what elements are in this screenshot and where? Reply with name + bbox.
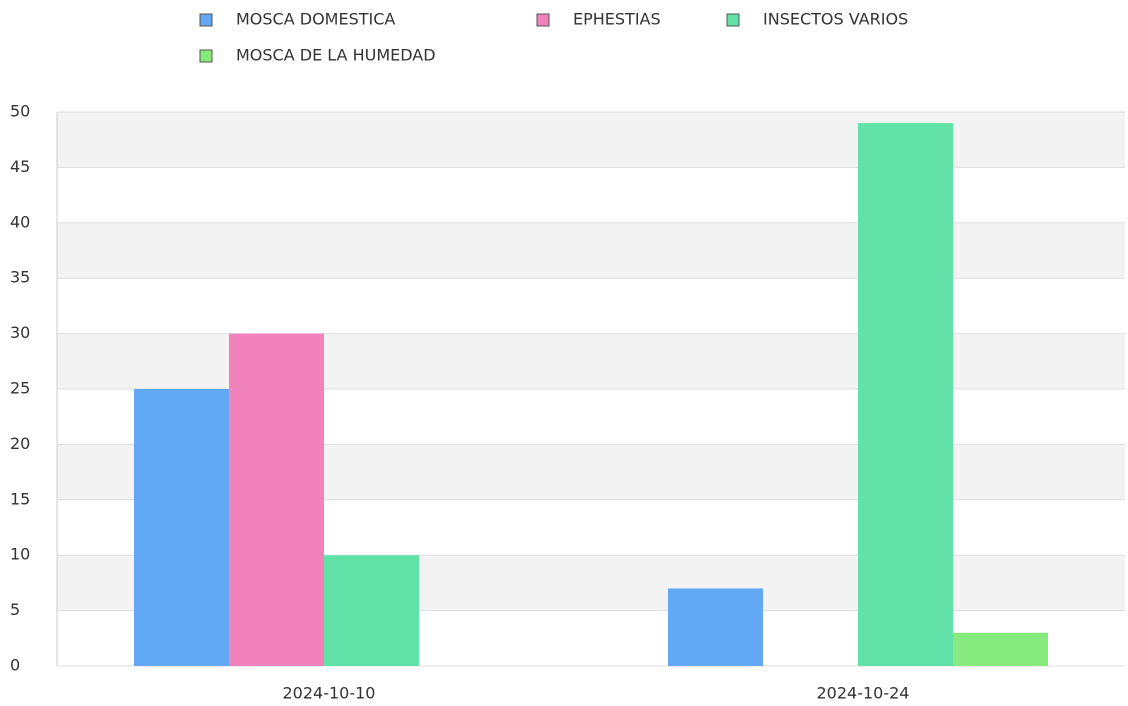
bar	[324, 555, 419, 666]
legend-swatch	[199, 13, 213, 27]
y-tick-label: 20	[10, 434, 30, 453]
legend-swatch	[726, 13, 740, 27]
bar	[134, 389, 229, 666]
bar	[858, 123, 953, 666]
y-tick-label: 25	[10, 379, 30, 398]
y-tick-label: 30	[10, 323, 30, 342]
y-tick-label: 45	[10, 157, 30, 176]
grid-band	[57, 333, 1125, 389]
y-tick-label: 10	[10, 545, 30, 564]
bar	[668, 588, 763, 666]
y-tick-label: 40	[10, 212, 30, 231]
x-tick-label: 2024-10-24	[817, 684, 910, 703]
x-tick-label: 2024-10-10	[283, 684, 376, 703]
bar	[229, 333, 324, 666]
legend-label: EPHESTIAS	[573, 10, 661, 29]
y-tick-label: 15	[10, 489, 30, 508]
grid-band	[57, 222, 1125, 279]
legend-swatch	[536, 13, 550, 27]
y-tick-label: 0	[10, 656, 20, 675]
legend-label: INSECTOS VARIOS	[763, 10, 908, 29]
legend-label: MOSCA DOMESTICA	[236, 10, 395, 29]
y-tick-label: 35	[10, 268, 30, 287]
bar	[953, 632, 1048, 666]
grid-band	[57, 112, 1125, 168]
y-tick-label: 50	[10, 102, 30, 121]
legend-swatch	[199, 49, 213, 63]
y-tick-label: 5	[10, 600, 20, 619]
legend-label: MOSCA DE LA HUMEDAD	[236, 46, 436, 65]
